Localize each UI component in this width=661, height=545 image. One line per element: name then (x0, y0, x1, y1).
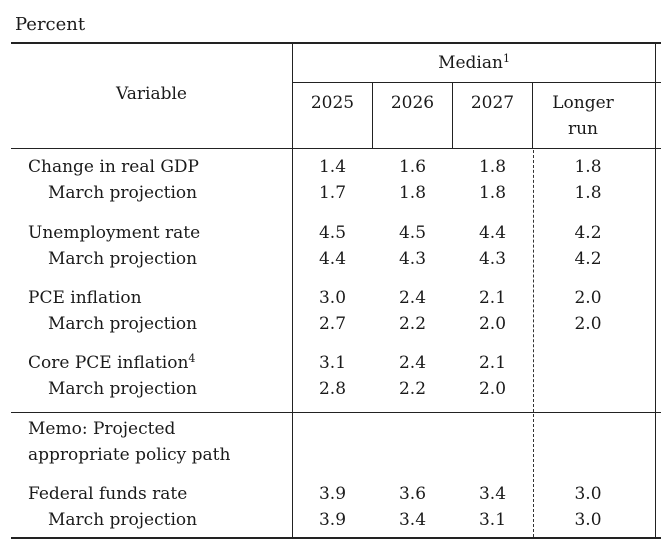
row-label-text: Core PCE inflation (28, 353, 189, 373)
table-cell: 3.0 (574, 484, 602, 504)
table-cell: 2.0 (574, 314, 602, 334)
table-cell: 3.4 (478, 484, 507, 504)
row-label: PCE inflation (28, 288, 142, 308)
right-edge-divider (655, 43, 656, 538)
row-label: Unemployment rate (28, 223, 200, 243)
table-cell: 2.4 (398, 353, 427, 373)
table-cell: 2.0 (478, 379, 507, 399)
year-divider-2 (452, 83, 453, 148)
table-cell: 1.8 (398, 183, 427, 203)
top-rule (11, 42, 661, 44)
year-header-2026: 2026 (390, 93, 435, 113)
row-label: March projection (48, 314, 197, 334)
table-cell: 4.2 (574, 223, 602, 243)
row-label-text: March projection (48, 249, 198, 269)
row-label-text: March projection (48, 183, 198, 203)
longer-run-dashed-separator-memo (533, 414, 534, 537)
row-label: Change in real GDP (28, 157, 199, 177)
row-label-text: March projection (48, 314, 198, 334)
year-header-2025: 2025 (310, 93, 355, 113)
row-label: Federal funds rate (28, 484, 187, 504)
year-header-2027: 2027 (470, 93, 515, 113)
unit-label: Percent (15, 14, 86, 35)
table-cell: 2.2 (398, 314, 427, 334)
median-header: Median1 (293, 53, 655, 73)
row-label-text: Change in real GDP (28, 157, 199, 177)
table-cell: 4.4 (318, 249, 347, 269)
row-label: March projection (48, 249, 197, 269)
table-cell: 4.5 (318, 223, 347, 243)
memo-rule (11, 412, 661, 413)
table-cell: 1.8 (478, 157, 507, 177)
table-cell: 2.0 (478, 314, 507, 334)
memo-line-2: appropriate policy path (28, 445, 231, 465)
table-cell: 1.7 (318, 183, 347, 203)
table-cell: 3.6 (398, 484, 427, 504)
table-cell: 1.8 (574, 157, 602, 177)
header-rule (11, 148, 661, 149)
longer-run-header-line1: Longer (552, 93, 614, 113)
table-cell: 4.4 (478, 223, 507, 243)
median-rule (292, 82, 661, 83)
table-cell: 3.4 (398, 510, 427, 530)
row-label: March projection (48, 510, 197, 530)
longer-run-dashed-separator (533, 150, 534, 412)
bottom-rule (11, 537, 661, 539)
row-footnote: 4 (188, 352, 196, 365)
row-label-text: Federal funds rate (28, 484, 188, 504)
table-cell: 2.0 (574, 288, 602, 308)
table-cell: 1.6 (398, 157, 427, 177)
variable-header: Variable (116, 84, 187, 104)
table-cell: 1.8 (478, 183, 507, 203)
table-cell: 1.4 (318, 157, 347, 177)
row-label-text: Unemployment rate (28, 223, 201, 243)
row-label: March projection (48, 379, 197, 399)
table-cell: 4.2 (574, 249, 602, 269)
median-footnote: 1 (502, 52, 510, 65)
table-cell: 4.3 (478, 249, 507, 269)
table-cell: 2.4 (398, 288, 427, 308)
table-cell: 4.5 (398, 223, 427, 243)
table-cell: 2.2 (398, 379, 427, 399)
longer-run-header-line2: run (567, 119, 599, 139)
table-cell: 3.9 (318, 484, 347, 504)
row-label-text: March projection (48, 510, 198, 530)
row-label: March projection (48, 183, 197, 203)
table-cell: 1.8 (574, 183, 602, 203)
row-label-text: March projection (48, 379, 198, 399)
table-cell: 3.1 (478, 510, 507, 530)
table-cell: 4.3 (398, 249, 427, 269)
year-divider-3 (532, 83, 533, 148)
table-cell: 2.7 (318, 314, 347, 334)
row-label-text: PCE inflation (28, 288, 142, 308)
table-cell: 2.1 (478, 353, 507, 373)
table-cell: 2.8 (318, 379, 347, 399)
table-cell: 3.0 (318, 288, 347, 308)
memo-line-1: Memo: Projected (28, 419, 176, 439)
row-label: Core PCE inflation4 (28, 353, 195, 373)
table-cell: 2.1 (478, 288, 507, 308)
table-cell: 3.0 (574, 510, 602, 530)
median-label: Median (438, 53, 503, 73)
year-divider-1 (372, 83, 373, 148)
table-cell: 3.1 (318, 353, 347, 373)
variable-column-divider (292, 43, 293, 538)
table-cell: 3.9 (318, 510, 347, 530)
